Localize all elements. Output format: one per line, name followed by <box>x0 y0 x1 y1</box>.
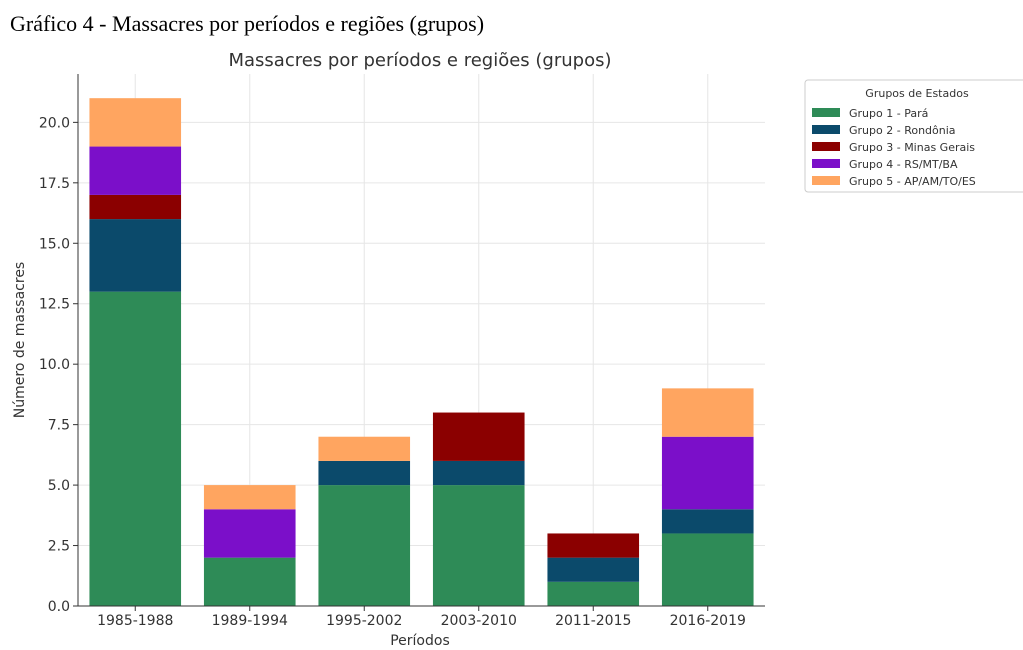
legend-swatch <box>812 108 840 117</box>
y-tick-label: 7.5 <box>48 418 70 434</box>
bar-1989-1994-grupo-5-ap-am-to-es <box>203 485 296 510</box>
bar-1995-2002-grupo-2-rondonia <box>318 460 411 486</box>
y-tick-label: 2.5 <box>48 539 70 555</box>
x-tick-label: 1995-2002 <box>326 613 402 629</box>
x-tick-label: 1989-1994 <box>212 613 288 629</box>
legend-label: Grupo 3 - Minas Gerais <box>849 141 975 154</box>
legend-frame <box>804 79 1023 193</box>
bar-1985-1988-grupo-2-rondonia <box>89 219 182 292</box>
bar-1995-2002-grupo-5-ap-am-to-es <box>318 436 411 461</box>
x-tick-label: 2003-2010 <box>441 613 517 629</box>
bar-2011-2015-grupo-3-minas-gerais <box>547 533 640 558</box>
y-tick-label: 17.5 <box>39 176 70 192</box>
legend-label: Grupo 1 - Pará <box>849 107 928 120</box>
y-tick-label: 20.0 <box>39 115 70 131</box>
legend-title: Grupos de Estados <box>865 87 969 100</box>
legend-swatch <box>812 125 840 134</box>
x-tick-label: 2016-2019 <box>670 613 746 629</box>
bar-1989-1994-grupo-4-rs-mt-ba <box>203 509 296 558</box>
bar-1985-1988-grupo-3-minas-gerais <box>89 194 182 220</box>
legend-swatch <box>812 142 840 151</box>
bar-1995-2002-grupo-1-para <box>318 485 411 606</box>
bars <box>89 98 754 606</box>
bar-1985-1988-grupo-1-para <box>89 291 182 606</box>
x-tick-label: 2011-2015 <box>555 613 631 629</box>
legend-swatch <box>812 159 840 168</box>
bar-1989-1994-grupo-1-para <box>203 557 296 606</box>
bar-2003-2010-grupo-3-minas-gerais <box>432 412 525 461</box>
y-axis-label: Número de massacres <box>12 262 28 418</box>
bar-2011-2015-grupo-2-rondonia <box>547 557 640 582</box>
axes: 0.0 2.5 5.0 7.5 10.0 12.5 15.0 17.5 20.0 1985-198… <box>39 74 765 629</box>
x-tick-label: 1985-1988 <box>97 613 173 629</box>
y-tick-label: 15.0 <box>39 236 70 252</box>
legend-label: Grupo 4 - RS/MT/BA <box>849 158 958 171</box>
bar-2016-2019-grupo-4-rs-mt-ba <box>661 436 754 510</box>
y-tick-label: 5.0 <box>48 478 70 494</box>
bar-2016-2019-grupo-1-para <box>661 533 754 606</box>
y-tick-label: 0.0 <box>48 599 70 615</box>
legend-label: Grupo 5 - AP/AM/TO/ES <box>849 175 976 188</box>
legend: Grupos de Estados Grupo 1 - Pará Grupo 2 … <box>804 79 1023 193</box>
figure-caption: Gráfico 4 - Massacres por períodos e reg… <box>10 11 485 36</box>
bar-1985-1988-grupo-5-ap-am-to-es <box>89 98 182 147</box>
bar-2016-2019-grupo-2-rondonia <box>661 509 754 534</box>
legend-swatch <box>812 176 840 185</box>
legend-label: Grupo 2 - Rondônia <box>849 124 956 137</box>
chart-title: Massacres por períodos e regiões (grupos… <box>228 50 611 71</box>
bar-2016-2019-grupo-5-ap-am-to-es <box>661 388 754 437</box>
x-axis-label: Períodos <box>390 633 450 649</box>
bar-2011-2015-grupo-1-para <box>547 581 640 606</box>
y-tick-label: 10.0 <box>39 357 70 373</box>
bar-1985-1988-grupo-4-rs-mt-ba <box>89 146 182 195</box>
y-tick-label: 12.5 <box>39 297 70 313</box>
bar-2003-2010-grupo-2-rondonia <box>432 460 525 486</box>
bar-2003-2010-grupo-1-para <box>432 485 525 606</box>
